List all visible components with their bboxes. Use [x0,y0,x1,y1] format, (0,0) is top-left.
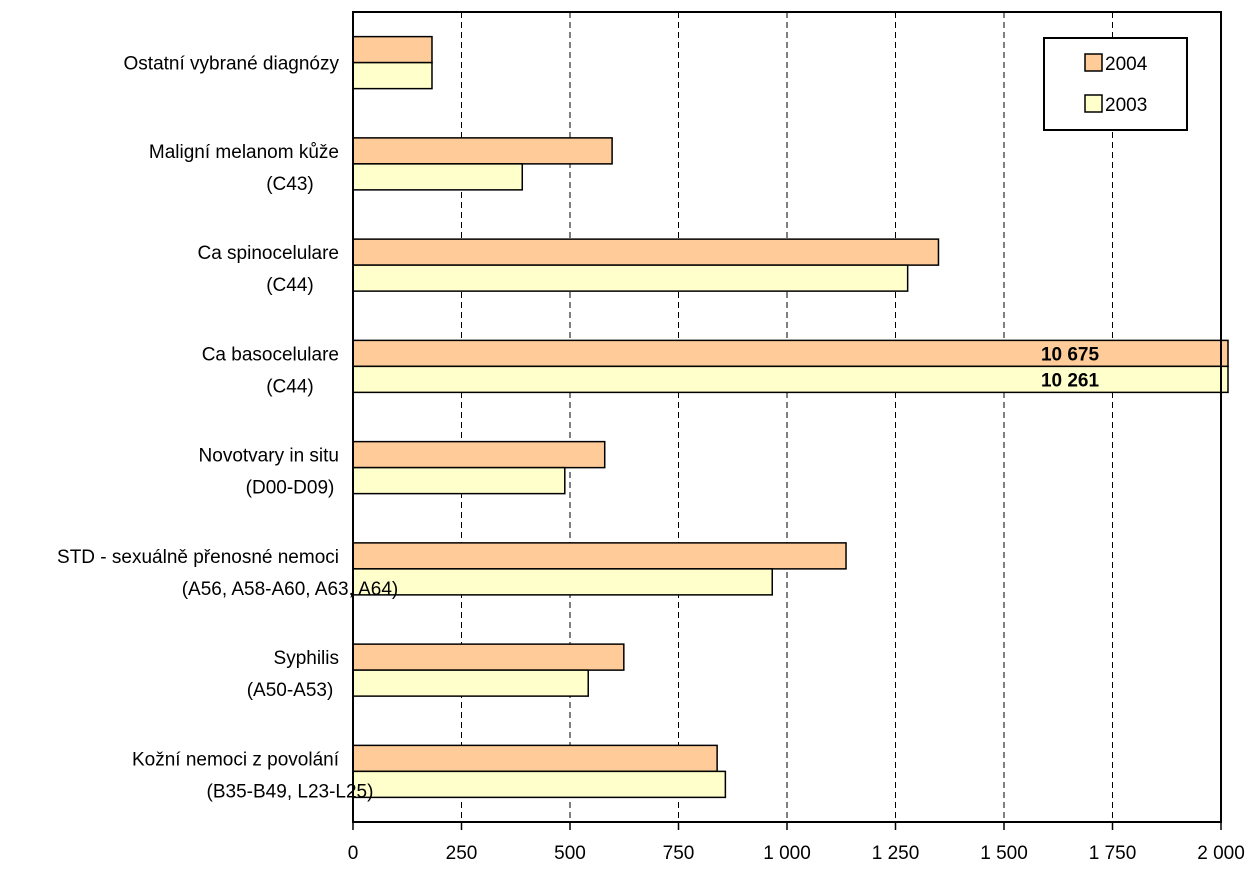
legend-swatch [1084,53,1103,72]
x-tick-label: 250 [446,843,478,864]
category-label-line: Ostatní vybrané diagnózy [124,54,340,75]
bar [352,365,1229,394]
category-label: Novotvary in situ (D00-D09) [199,446,339,499]
legend: 2004 2003 [1043,37,1188,131]
x-axis: 0 250 500 750 1 000 1 250 1 500 1 750 2 000 [348,822,1245,864]
bar [352,137,613,165]
x-tick-label: 500 [554,843,586,864]
x-tick-label: 1 000 [763,843,811,864]
category-label-line: (D00-D09) [246,478,335,499]
bar [352,238,940,266]
category-label: Kožní nemoci z povolání (B35-B49, L23-L25… [132,749,373,802]
category-label-line: (A56, A58-A60, A63, A64) [182,579,399,600]
bar [352,35,433,64]
category-labels: Ostatní vybrané diagnózy Maligní melanom … [57,54,398,803]
category-label-line: (A50-A53) [247,680,334,701]
category-label-line: Maligní melanom kůže [149,142,339,163]
bar [352,770,727,799]
data-label: 10 261 [1041,370,1100,391]
category-label: Maligní melanom kůže (C43) [149,142,339,195]
category-label-line: (C44) [266,275,314,296]
legend-swatch [1084,94,1103,113]
x-tick-label: 1 500 [980,843,1028,864]
category-label: Ostatní vybrané diagnózy [124,54,340,75]
bar [352,568,773,596]
category-label-line: Syphilis [274,648,339,669]
category-label-line: Ca basocelulare [202,344,339,365]
x-tick-label: 1 750 [1089,843,1137,864]
data-labels: 10 675 10 261 [1041,344,1100,391]
category-label-line: Ca spinocelulare [197,243,339,264]
bars [352,35,1229,799]
bar [352,542,847,570]
x-tick-label: 0 [348,843,359,864]
bar [352,643,625,671]
legend-label: 2004 [1105,54,1148,75]
bar [352,440,606,469]
category-label-line: Kožní nemoci z povolání [132,749,340,770]
x-tick-label: 750 [663,843,695,864]
category-label: Ca basocelulare (C44) [202,344,339,397]
x-tick-label: 1 250 [872,843,920,864]
gridlines [461,12,1113,822]
bar [352,744,718,773]
category-label-line: (C44) [266,376,314,397]
data-label: 10 675 [1041,344,1100,365]
x-tick-label: 2 000 [1197,843,1245,864]
category-label: Syphilis (A50-A53) [247,648,339,701]
bar [352,61,433,90]
bar [352,466,566,495]
category-label: STD - sexuálně přenosné nemoci (A56, A58-… [57,547,398,600]
bar [352,264,909,292]
legend-label: 2003 [1105,95,1147,116]
legend-box [1043,37,1188,131]
category-label-line: Novotvary in situ [199,446,339,467]
category-label-line: STD - sexuálně přenosné nemoci [57,547,339,568]
category-label: Ca spinocelulare (C44) [197,243,339,296]
bar [352,163,524,191]
category-label-line: (B35-B49, L23-L25) [207,781,374,802]
category-label-line: (C43) [266,174,314,195]
bar [352,669,589,697]
